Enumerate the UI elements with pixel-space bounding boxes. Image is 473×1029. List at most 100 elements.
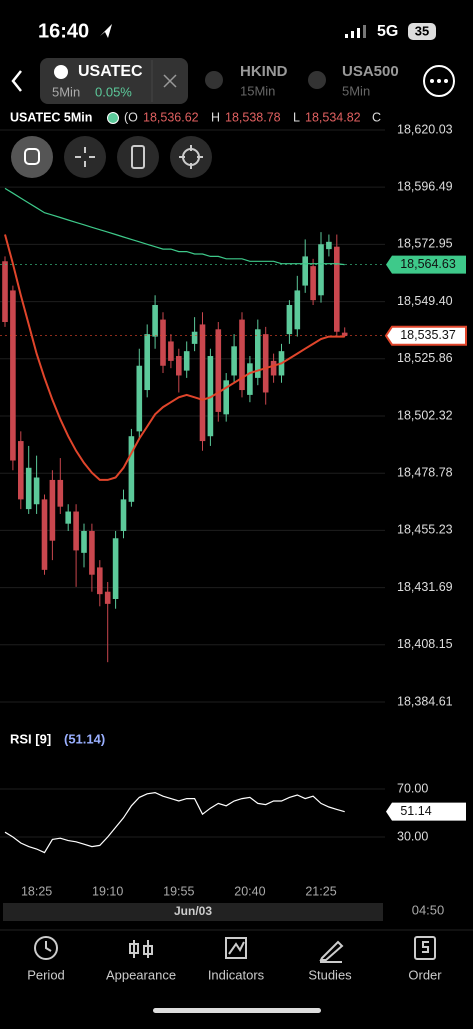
tab-interval: 5Min xyxy=(52,84,80,99)
moving-average xyxy=(4,187,345,266)
candle-body xyxy=(10,290,16,461)
price-tag xyxy=(384,325,467,346)
candle-body xyxy=(199,324,206,442)
ohlc-label: H xyxy=(211,110,220,124)
x-tick-label: 19:55 xyxy=(163,884,194,898)
y-tick-label: 18,525.86 xyxy=(397,351,453,365)
candle-body xyxy=(18,441,24,500)
tab-interval: 5Min xyxy=(342,83,370,98)
nav-icons xyxy=(34,936,436,963)
tool-ruler[interactable] xyxy=(117,136,159,178)
y-tick-label: 18,549.40 xyxy=(397,294,453,308)
chart-symbol: USATEC 5Min xyxy=(10,110,92,124)
y-tick-label: 18,596.49 xyxy=(397,179,453,193)
x-tick-label: 18:25 xyxy=(21,884,52,898)
price-tag xyxy=(386,802,466,821)
y-tick-label: 70.00 xyxy=(397,781,428,795)
candle-body xyxy=(49,479,56,541)
candle-body xyxy=(33,477,40,505)
candle-body xyxy=(270,360,277,376)
y-tick-label: 18,384.61 xyxy=(397,694,453,708)
tab-change: 0.05% xyxy=(95,84,132,99)
candle-body xyxy=(120,499,127,531)
nav-label[interactable]: Studies xyxy=(308,967,352,982)
candle-body xyxy=(160,319,166,366)
date-bar xyxy=(3,903,383,921)
x-tick-label: 20:40 xyxy=(234,884,265,898)
price-tag-label: 18,535.37 xyxy=(400,328,456,342)
tool-target[interactable] xyxy=(170,136,212,178)
rsi-current: (51.14) xyxy=(64,731,105,746)
candle-body xyxy=(341,332,348,336)
tool-hand[interactable] xyxy=(11,136,53,178)
y-tick-label: 18,502.32 xyxy=(397,408,453,422)
candle-body xyxy=(81,530,87,553)
ohlc-label: (O xyxy=(124,110,138,124)
price-tag xyxy=(386,255,466,274)
candle-body xyxy=(136,365,143,432)
candle-body xyxy=(286,305,293,335)
rsi-line xyxy=(4,791,345,854)
more-dots xyxy=(430,79,448,83)
candle-body xyxy=(231,346,237,376)
tab-icon xyxy=(54,65,68,79)
candle-body xyxy=(183,351,190,371)
candle-body xyxy=(104,591,111,604)
candle-body xyxy=(112,538,119,599)
countdown: 04:50 xyxy=(412,902,445,917)
ohlc-value: 18,536.62 xyxy=(143,110,199,124)
home-indicator xyxy=(153,1008,321,1013)
more-button[interactable] xyxy=(423,65,455,97)
active-tab[interactable] xyxy=(40,58,188,104)
candle-body xyxy=(128,436,135,502)
candle-body xyxy=(215,329,222,412)
candle-body xyxy=(97,567,103,595)
candle-body xyxy=(247,363,253,395)
candle-body xyxy=(326,241,332,250)
candle-body xyxy=(255,329,261,378)
tab-symbol: USATEC xyxy=(78,63,143,80)
tab-symbol[interactable]: HKIND xyxy=(240,63,288,80)
candle-body xyxy=(152,305,158,337)
y-tick-label: 18,620.03 xyxy=(397,122,453,136)
battery-level: 35 xyxy=(415,23,429,38)
tool-crosshair[interactable] xyxy=(64,136,106,178)
candle-body xyxy=(310,266,316,301)
back-button[interactable] xyxy=(11,70,22,92)
candle-body xyxy=(57,479,64,507)
status-time: 16:40 xyxy=(38,20,89,42)
y-tick-label: 30.00 xyxy=(397,829,428,843)
x-tick-label: 19:10 xyxy=(92,884,123,898)
nav-label[interactable]: Indicators xyxy=(208,967,265,982)
candle-body xyxy=(25,467,32,510)
nav-label[interactable]: Period xyxy=(27,967,65,982)
signal-icon xyxy=(345,25,366,38)
price-tag-label: 51.14 xyxy=(400,804,431,818)
nav-label[interactable]: Appearance xyxy=(106,967,176,982)
candle-body xyxy=(239,319,245,391)
ohlc-value: 18,534.82 xyxy=(305,110,361,124)
rsi-title: RSI [9] xyxy=(10,731,51,746)
candle-body xyxy=(65,511,71,524)
candle-body xyxy=(294,290,301,330)
tab-symbol[interactable]: USA500 xyxy=(342,63,399,80)
close-tab[interactable] xyxy=(163,74,177,88)
candle-body xyxy=(191,331,198,344)
ohlc-value: 18,538.78 xyxy=(225,110,281,124)
x-tick-label: 21:25 xyxy=(305,884,336,898)
tab-icon xyxy=(205,71,223,89)
tab-interval: 15Min xyxy=(240,83,275,98)
y-tick-label: 18,478.78 xyxy=(397,465,453,479)
network: 5G xyxy=(377,23,398,40)
candle-body xyxy=(41,499,48,570)
tab-icon xyxy=(308,71,326,89)
live-dot xyxy=(107,112,119,124)
candle-body xyxy=(89,530,95,575)
nav-label[interactable]: Order xyxy=(408,967,442,982)
candle-body xyxy=(168,341,174,361)
ohlc-label: L xyxy=(293,110,300,124)
candle-body xyxy=(73,511,79,551)
